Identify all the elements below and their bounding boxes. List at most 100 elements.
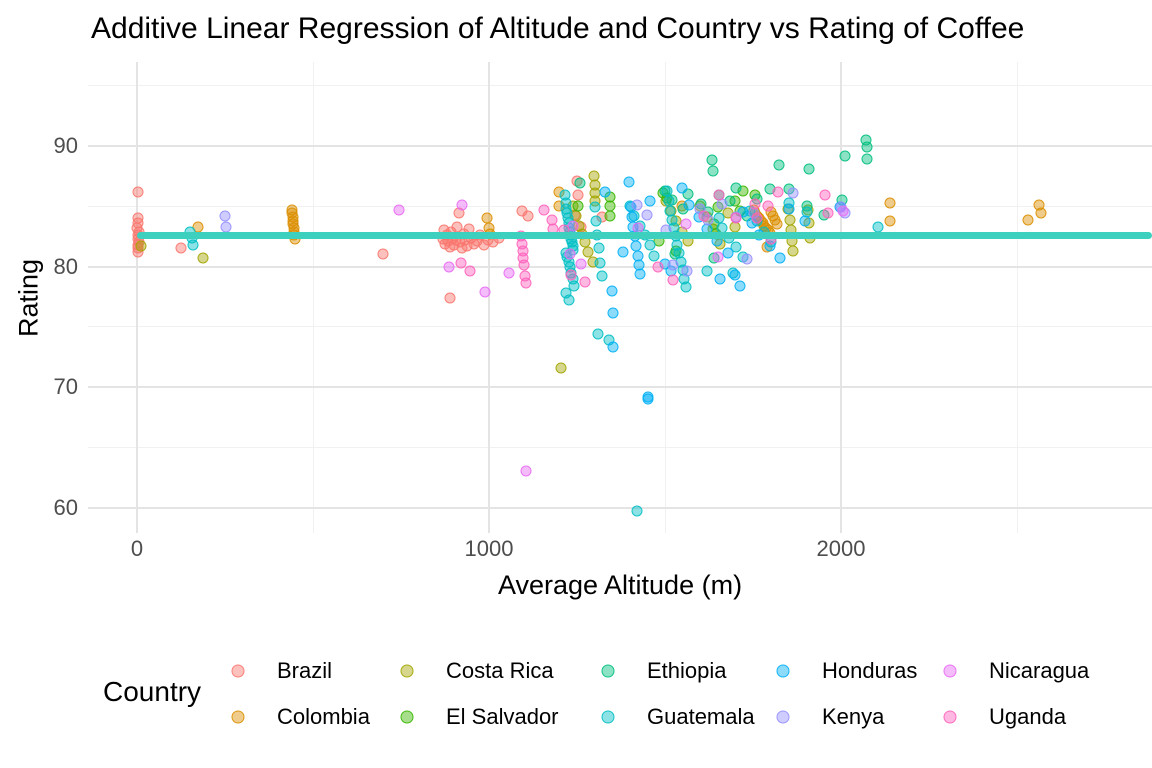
gridline-y-minor bbox=[88, 326, 1152, 328]
gridline-y-minor bbox=[88, 446, 1152, 448]
data-point-nicaragua bbox=[712, 251, 724, 263]
data-point-kenya bbox=[220, 221, 232, 233]
data-point-kenya bbox=[741, 253, 753, 265]
data-point-uganda bbox=[520, 277, 532, 289]
legend-key-el-salvador bbox=[400, 710, 414, 724]
data-point-costa-rica bbox=[787, 245, 799, 257]
gridline-x-minor bbox=[312, 62, 314, 533]
data-point-ethiopia bbox=[861, 153, 873, 165]
gridline-x-major bbox=[136, 62, 138, 533]
gridline-y-major bbox=[88, 265, 1152, 268]
data-point-honduras bbox=[676, 182, 688, 194]
data-point-brazil bbox=[132, 186, 144, 198]
y-tick-label: 90 bbox=[53, 133, 78, 158]
data-point-guatemala bbox=[701, 265, 713, 277]
data-point-nicaragua bbox=[564, 248, 576, 260]
legend-label-uganda: Uganda bbox=[989, 704, 1067, 729]
legend-label-guatemala: Guatemala bbox=[647, 704, 755, 729]
data-point-guatemala bbox=[568, 280, 580, 292]
data-point-uganda bbox=[455, 257, 467, 269]
legend-label-el-salvador: El Salvador bbox=[446, 704, 559, 729]
data-point-costa-rica bbox=[135, 240, 147, 252]
data-point-ethiopia bbox=[861, 141, 873, 153]
data-point-ethiopia bbox=[839, 150, 851, 162]
legend-label-honduras: Honduras bbox=[822, 658, 918, 683]
data-point-uganda bbox=[652, 261, 664, 272]
data-point-honduras bbox=[607, 307, 619, 319]
gridline-y-major bbox=[88, 145, 1152, 147]
data-point-brazil bbox=[572, 189, 584, 201]
data-point-nicaragua bbox=[479, 286, 491, 298]
gridline-x-minor bbox=[1016, 62, 1018, 533]
data-point-uganda bbox=[464, 265, 476, 277]
data-point-guatemala bbox=[644, 239, 656, 251]
legend-key-guatemala bbox=[601, 710, 615, 724]
data-point-honduras bbox=[734, 280, 746, 292]
data-point-brazil bbox=[175, 242, 187, 254]
data-point-honduras bbox=[683, 199, 695, 211]
data-point-honduras bbox=[642, 393, 654, 405]
data-point-nicaragua bbox=[443, 261, 455, 272]
legend-label-nicaragua: Nicaragua bbox=[989, 658, 1090, 683]
x-tick-label: 1000 bbox=[464, 536, 514, 561]
data-point-guatemala bbox=[589, 201, 601, 213]
data-point-guatemala bbox=[680, 281, 692, 293]
data-point-colombia bbox=[884, 215, 896, 227]
data-point-guatemala bbox=[593, 242, 605, 254]
data-point-honduras bbox=[714, 273, 726, 285]
data-point-kenya bbox=[631, 199, 643, 211]
data-point-guatemala bbox=[661, 185, 673, 197]
data-point-kenya bbox=[681, 265, 693, 277]
data-point-honduras bbox=[644, 195, 656, 207]
data-point-honduras bbox=[623, 176, 635, 188]
gridline-y-minor bbox=[88, 205, 1152, 207]
x-tick-label: 2000 bbox=[816, 536, 866, 561]
data-point-guatemala bbox=[594, 257, 606, 269]
data-point-ethiopia bbox=[730, 182, 742, 194]
data-point-uganda bbox=[667, 274, 679, 286]
data-point-honduras bbox=[799, 215, 811, 227]
data-point-uganda bbox=[730, 212, 742, 224]
data-point-ethiopia bbox=[682, 188, 694, 200]
x-tick-label: 0 bbox=[130, 536, 144, 561]
data-point-honduras bbox=[722, 247, 734, 259]
data-point-kenya bbox=[641, 209, 653, 221]
data-point-guatemala bbox=[872, 221, 884, 233]
data-point-uganda bbox=[751, 212, 763, 224]
data-point-brazil bbox=[522, 210, 534, 222]
data-point-ethiopia bbox=[707, 165, 719, 177]
gridline-y-minor bbox=[88, 85, 1152, 87]
data-point-ethiopia bbox=[773, 159, 785, 171]
y-tick-label: 80 bbox=[53, 253, 78, 279]
data-point-nicaragua bbox=[503, 267, 515, 279]
x-axis-title: Average Altitude (m) bbox=[497, 570, 743, 600]
y-axis-title: Rating bbox=[13, 258, 44, 338]
data-point-guatemala bbox=[596, 270, 608, 282]
y-tick-label: 60 bbox=[53, 494, 78, 520]
data-point-kenya bbox=[667, 259, 679, 271]
legend-key-kenya bbox=[776, 710, 790, 724]
data-point-kenya bbox=[219, 210, 231, 222]
data-point-nicaragua bbox=[575, 258, 587, 270]
legend-key-brazil bbox=[231, 664, 245, 678]
data-point-costa-rica bbox=[555, 362, 567, 374]
data-point-uganda bbox=[749, 198, 761, 210]
y-tick-label: 70 bbox=[53, 374, 78, 399]
data-point-honduras bbox=[774, 252, 786, 264]
gridline-x-major bbox=[840, 62, 842, 533]
data-point-el-salvador bbox=[604, 210, 616, 222]
legend-key-costa-rica bbox=[400, 664, 414, 678]
data-point-nicaragua bbox=[393, 204, 405, 216]
data-point-el-salvador bbox=[572, 200, 584, 212]
data-point-uganda bbox=[518, 259, 530, 271]
legend-label-brazil: Brazil bbox=[277, 658, 333, 683]
gridline-x-minor bbox=[664, 62, 666, 533]
data-point-uganda bbox=[579, 276, 591, 288]
data-point-nicaragua bbox=[567, 220, 579, 232]
legend-key-uganda bbox=[943, 710, 957, 724]
data-point-uganda bbox=[538, 204, 550, 216]
gridline-x-major bbox=[488, 62, 490, 533]
data-point-brazil bbox=[451, 221, 463, 233]
legend-key-ethiopia bbox=[601, 664, 615, 678]
